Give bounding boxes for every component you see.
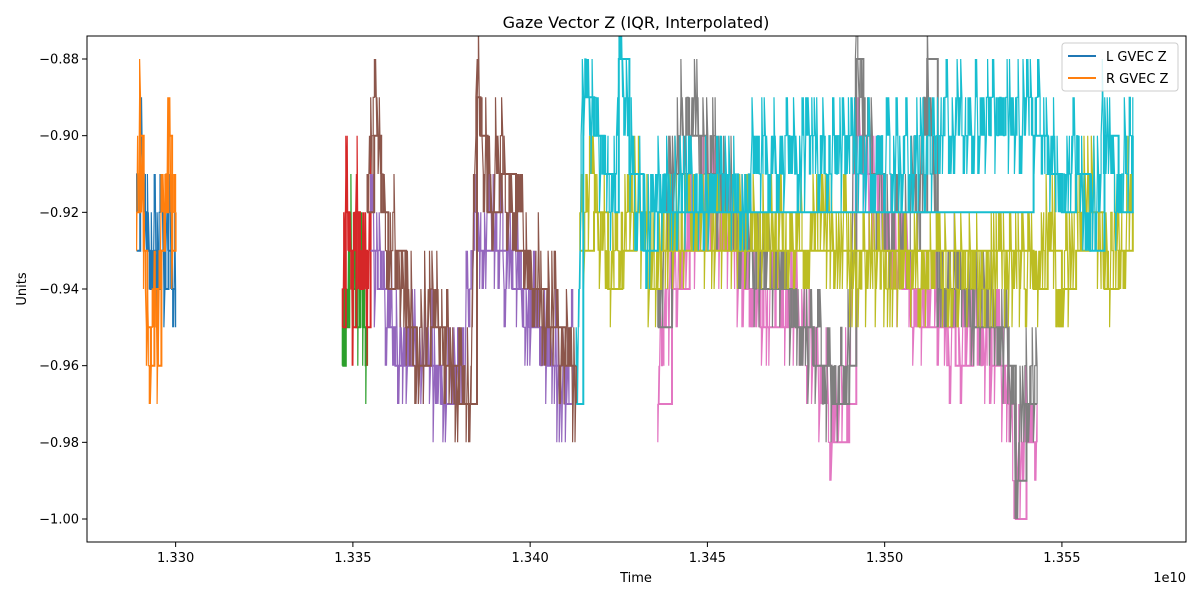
x-tick-label: 1.330 (157, 551, 194, 566)
series-7-line (657, 58, 1038, 482)
series-5-line (367, 96, 578, 405)
y-axis: −0.88 −0.90 −0.92 −0.94 −0.96 −0.98 −1.00 (39, 53, 87, 528)
series-3 (341, 135, 372, 366)
y-tick-label: −0.96 (39, 359, 79, 374)
series-3-line (342, 211, 372, 329)
series-9 (575, 36, 1134, 405)
series-5 (366, 36, 578, 443)
series-7 (657, 36, 1038, 520)
y-tick-label: −1.00 (39, 513, 79, 528)
legend-label-r-gvec-z: R GVEC Z (1106, 72, 1169, 87)
series-5-texture (366, 36, 577, 443)
legend: L GVEC Z R GVEC Z (1061, 42, 1179, 92)
y-tick-label: −0.98 (39, 436, 79, 451)
x-tick-label: 1.340 (512, 551, 549, 566)
y-tick-label: −0.90 (39, 129, 79, 144)
series-1 (136, 58, 177, 405)
chart-title: Gaze Vector Z (IQR, Interpolated) (503, 13, 770, 32)
x-axis: 1.330 1.335 1.340 1.345 1.350 1.355 (157, 542, 1081, 566)
series-9-texture (575, 36, 1134, 405)
series-layer (136, 36, 1134, 520)
x-tick-label: 1.345 (689, 551, 726, 566)
series-1-line (136, 134, 177, 367)
x-tick-label: 1.355 (1043, 551, 1080, 566)
x-axis-label: Time (619, 571, 652, 586)
series-9-line (576, 58, 1134, 405)
x-tick-label: 1.350 (866, 551, 903, 566)
y-tick-label: −0.94 (39, 283, 79, 298)
series-7-texture (657, 36, 1038, 520)
series-8-texture (579, 135, 1134, 328)
y-tick-label: −0.92 (39, 206, 79, 221)
x-axis-offset-label: 1e10 (1153, 571, 1186, 586)
y-tick-label: −0.88 (39, 53, 79, 68)
x-tick-label: 1.335 (334, 551, 371, 566)
legend-label-l-gvec-z: L GVEC Z (1106, 50, 1167, 65)
series-3-texture (341, 135, 372, 366)
y-axis-label: Units (15, 272, 30, 305)
plot-area (136, 36, 1134, 520)
